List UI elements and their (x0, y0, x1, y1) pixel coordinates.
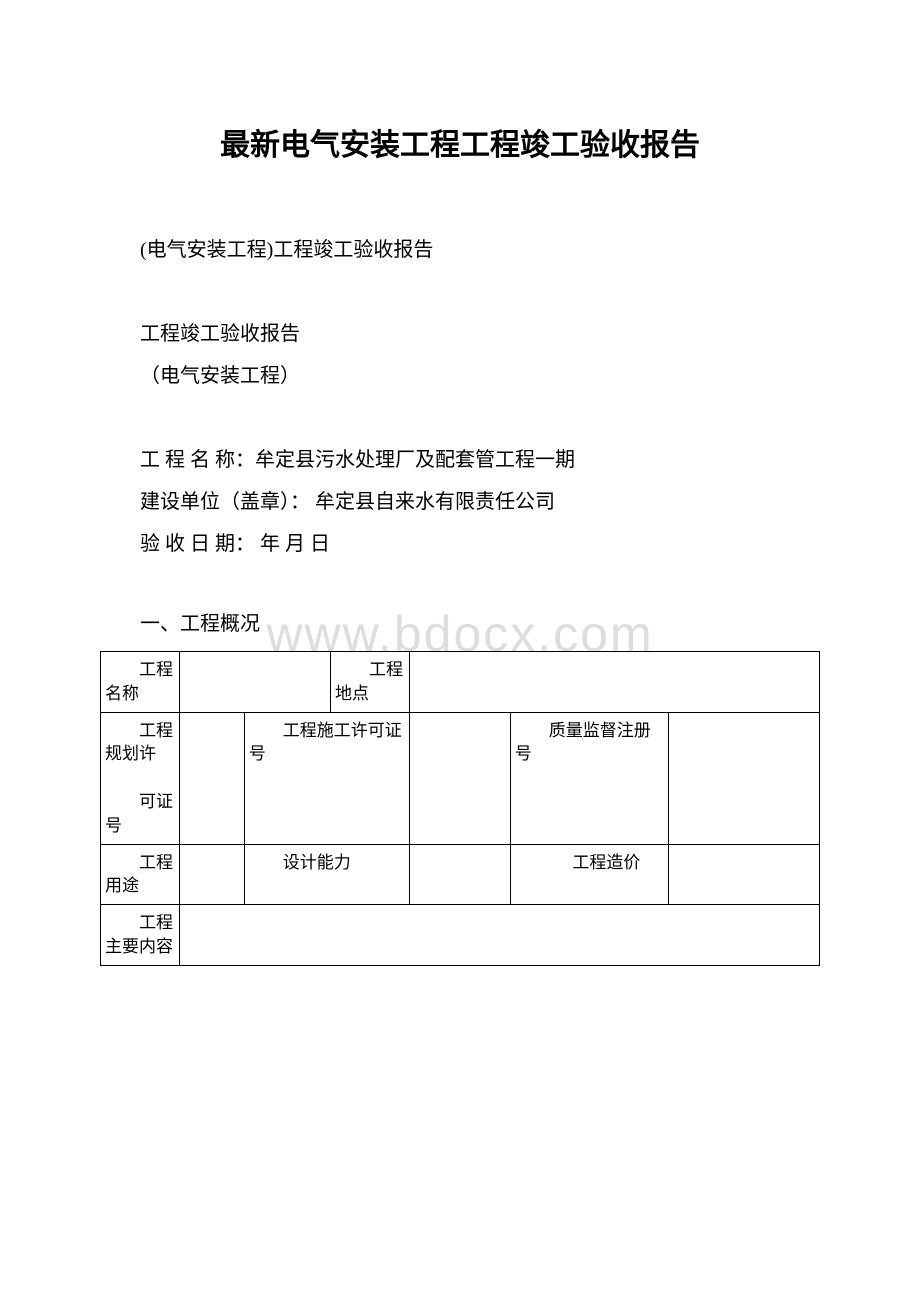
cell-project-name-label: 工程名称 (101, 652, 180, 713)
cell-design-capacity-label: 设计能力 (244, 844, 409, 905)
cell-design-capacity-value (410, 844, 511, 905)
paragraph-block-3: 工 程 名 称：牟定县污水处理厂及配套管工程一期 建设单位（盖章）： 牟定县自来… (100, 439, 820, 565)
section-1-header: 一、工程概况 (100, 607, 820, 636)
project-overview-table: 工程名称 工程地点 工程规划许 可证号 工程施工许可证号 质量监督注册号 工程用… (100, 651, 820, 966)
paragraph-subtitle: (电气安装工程)工程竣工验收报告 (100, 229, 820, 271)
cell-quality-registration-value (668, 712, 819, 844)
cell-construction-permit-label: 工程施工许可证号 (244, 712, 409, 844)
paragraph-acceptance-date: 验 收 日 期： 年 月 日 (100, 523, 820, 565)
cell-planning-permit-label: 工程规划许 可证号 (101, 712, 180, 844)
cell-main-content-value (180, 905, 820, 966)
table-row: 工程用途 设计能力 工程造价 (101, 844, 820, 905)
paragraph-project-name: 工 程 名 称：牟定县污水处理厂及配套管工程一期 (100, 439, 820, 481)
paragraph-construction-unit: 建设单位（盖章）： 牟定县自来水有限责任公司 (100, 481, 820, 523)
cell-text: 可证号 (105, 792, 173, 835)
cell-project-name-value (180, 652, 331, 713)
paragraph-report-subtitle: （电气安装工程） (100, 355, 820, 397)
cell-construction-permit-value (410, 712, 511, 844)
paragraph-block-1: (电气安装工程)工程竣工验收报告 (100, 229, 820, 271)
table-row: 工程名称 工程地点 (101, 652, 820, 713)
cell-project-location-label: 工程地点 (331, 652, 410, 713)
paragraph-report-title: 工程竣工验收报告 (100, 313, 820, 355)
cell-project-cost-value (668, 844, 819, 905)
cell-text: 工程规划许 (105, 721, 173, 764)
table-row: 工程规划许 可证号 工程施工许可证号 质量监督注册号 (101, 712, 820, 844)
cell-main-content-label: 工程主要内容 (101, 905, 180, 966)
cell-project-cost-label: 工程造价 (510, 844, 668, 905)
cell-quality-registration-label: 质量监督注册号 (510, 712, 668, 844)
document-content: 最新电气安装工程工程竣工验收报告 (电气安装工程)工程竣工验收报告 工程竣工验收… (100, 120, 820, 966)
cell-project-use-value (180, 844, 245, 905)
page-title: 最新电气安装工程工程竣工验收报告 (100, 120, 820, 164)
table-row: 工程主要内容 (101, 905, 820, 966)
cell-project-location-value (410, 652, 820, 713)
cell-planning-permit-value (180, 712, 245, 844)
cell-project-use-label: 工程用途 (101, 844, 180, 905)
paragraph-block-2: 工程竣工验收报告 （电气安装工程） (100, 313, 820, 397)
